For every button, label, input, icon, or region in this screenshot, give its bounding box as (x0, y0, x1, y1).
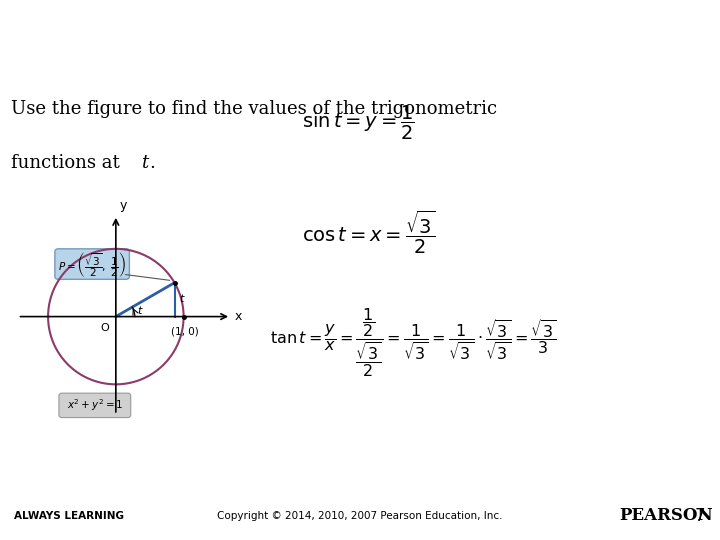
Text: .: . (149, 154, 155, 172)
Text: 7: 7 (695, 507, 706, 525)
Text: t: t (141, 154, 148, 172)
Text: y: y (120, 199, 127, 212)
Text: O: O (100, 323, 109, 333)
Text: $t$: $t$ (137, 305, 143, 316)
Text: $\tan t = \dfrac{y}{x} = \dfrac{\dfrac{1}{2}}{\dfrac{\sqrt{3}}{2}} = \dfrac{1}{\: $\tan t = \dfrac{y}{x} = \dfrac{\dfrac{1… (270, 306, 557, 379)
Text: (1, 0): (1, 0) (171, 327, 199, 337)
Text: $\cos t = x = \dfrac{\sqrt{3}}{2}$: $\cos t = x = \dfrac{\sqrt{3}}{2}$ (302, 209, 436, 256)
Text: $\sin t = y = \dfrac{1}{2}$: $\sin t = y = \dfrac{1}{2}$ (302, 104, 415, 142)
Text: x: x (235, 310, 242, 323)
Text: ALWAYS LEARNING: ALWAYS LEARNING (14, 511, 125, 521)
Text: functions at: functions at (11, 154, 125, 172)
Text: $P = \left(\dfrac{\sqrt{3}}{2},\ \dfrac{1}{2}\right)$: $P = \left(\dfrac{\sqrt{3}}{2},\ \dfrac{… (58, 249, 126, 279)
FancyBboxPatch shape (59, 393, 131, 417)
Text: PEARSON: PEARSON (619, 507, 713, 524)
Text: $t$: $t$ (179, 292, 185, 304)
Text: Example:  Finding Values of the Trigonometric Functions: Example: Finding Values of the Trigonome… (9, 23, 720, 47)
FancyBboxPatch shape (55, 249, 130, 279)
Text: $x^2 + y^2 = 1$: $x^2 + y^2 = 1$ (66, 397, 123, 413)
Text: Copyright © 2014, 2010, 2007 Pearson Education, Inc.: Copyright © 2014, 2010, 2007 Pearson Edu… (217, 511, 503, 521)
Text: Use the figure to find the values of the trigonometric: Use the figure to find the values of the… (11, 100, 497, 118)
